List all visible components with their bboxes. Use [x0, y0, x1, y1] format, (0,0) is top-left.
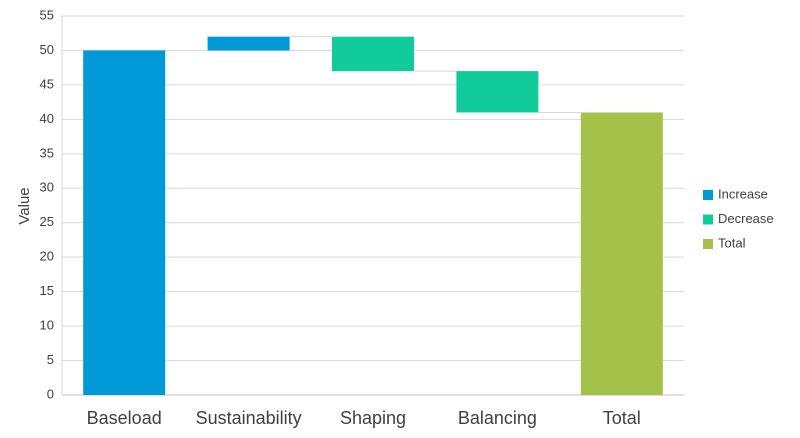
y-tick-label: 30 — [40, 180, 54, 195]
bar-shaping[interactable] — [332, 36, 414, 72]
legend: Increase Decrease Total — [703, 186, 774, 250]
bar-balancing[interactable] — [456, 71, 539, 113]
x-category-label: Shaping — [340, 408, 406, 428]
y-tick-label: 0 — [47, 386, 54, 401]
legend-label-decrease[interactable]: Decrease — [718, 211, 774, 226]
x-category-label: Total — [603, 408, 641, 428]
x-category-label: Balancing — [458, 408, 537, 428]
bar-baseload[interactable] — [83, 50, 166, 396]
y-tick-label: 15 — [40, 283, 54, 298]
y-axis-title: Value — [16, 187, 33, 224]
y-tick-label: 40 — [40, 111, 54, 126]
x-category-label: Sustainability — [196, 408, 302, 428]
bar-total[interactable] — [580, 112, 663, 396]
connectors — [165, 36, 581, 113]
x-axis-labels: Baseload Sustainability Shaping Balancing To… — [87, 408, 641, 428]
bars — [83, 36, 663, 396]
y-tick-label: 20 — [40, 249, 54, 264]
y-tick-label: 50 — [40, 42, 54, 57]
legend-swatch-increase — [703, 190, 713, 200]
y-tick-label: 45 — [40, 76, 54, 91]
bar-sustainability[interactable] — [207, 36, 290, 51]
y-tick-label: 10 — [40, 318, 54, 333]
y-tick-label: 25 — [40, 214, 54, 229]
x-category-label: Baseload — [87, 408, 162, 428]
legend-swatch-decrease — [703, 214, 713, 225]
legend-label-total[interactable]: Total — [718, 235, 746, 250]
legend-label-increase[interactable]: Increase — [718, 186, 768, 201]
y-tick-label: 35 — [40, 145, 54, 160]
y-axis-ticks: 0 5 10 15 20 25 30 35 40 45 50 55 — [40, 7, 54, 401]
legend-swatch-total — [703, 239, 713, 249]
y-tick-label: 55 — [40, 7, 54, 22]
y-tick-label: 5 — [47, 352, 54, 367]
